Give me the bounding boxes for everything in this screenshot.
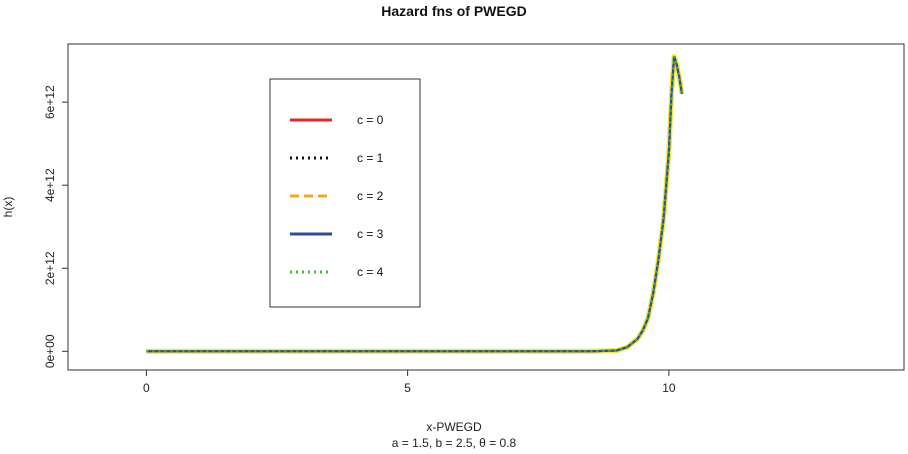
x-axis: 0 5 10 xyxy=(143,369,676,395)
series-lines xyxy=(146,54,685,354)
x-axis-subtitle: a = 1.5, b = 2.5, θ = 0.8 xyxy=(392,436,517,450)
y-axis-label: h(x) xyxy=(1,197,15,218)
x-tick-label: 10 xyxy=(662,381,676,395)
x-axis-label: x-PWEGD xyxy=(426,420,482,434)
legend-box xyxy=(269,78,421,308)
legend-label: c = 1 xyxy=(357,151,384,165)
x-tick-label: 5 xyxy=(404,381,411,395)
y-tick-label: 6e+12 xyxy=(43,85,57,119)
legend: c = 0 c = 1 c = 2 c = 3 c = 4 xyxy=(269,78,421,308)
plot-frame xyxy=(67,43,905,371)
y-tick-label: 4e+12 xyxy=(43,168,57,202)
y-tick-label: 0e+00 xyxy=(43,334,57,368)
legend-label: c = 4 xyxy=(357,265,384,279)
legend-label: c = 0 xyxy=(357,113,384,127)
chart-title: Hazard fns of PWEGD xyxy=(381,3,526,19)
y-axis: 0e+00 2e+12 4e+12 6e+12 xyxy=(43,85,69,368)
y-tick-label: 2e+12 xyxy=(43,251,57,285)
legend-label: c = 2 xyxy=(357,189,384,203)
legend-label: c = 3 xyxy=(357,227,384,241)
x-tick-label: 0 xyxy=(143,381,150,395)
series-line xyxy=(146,56,683,353)
